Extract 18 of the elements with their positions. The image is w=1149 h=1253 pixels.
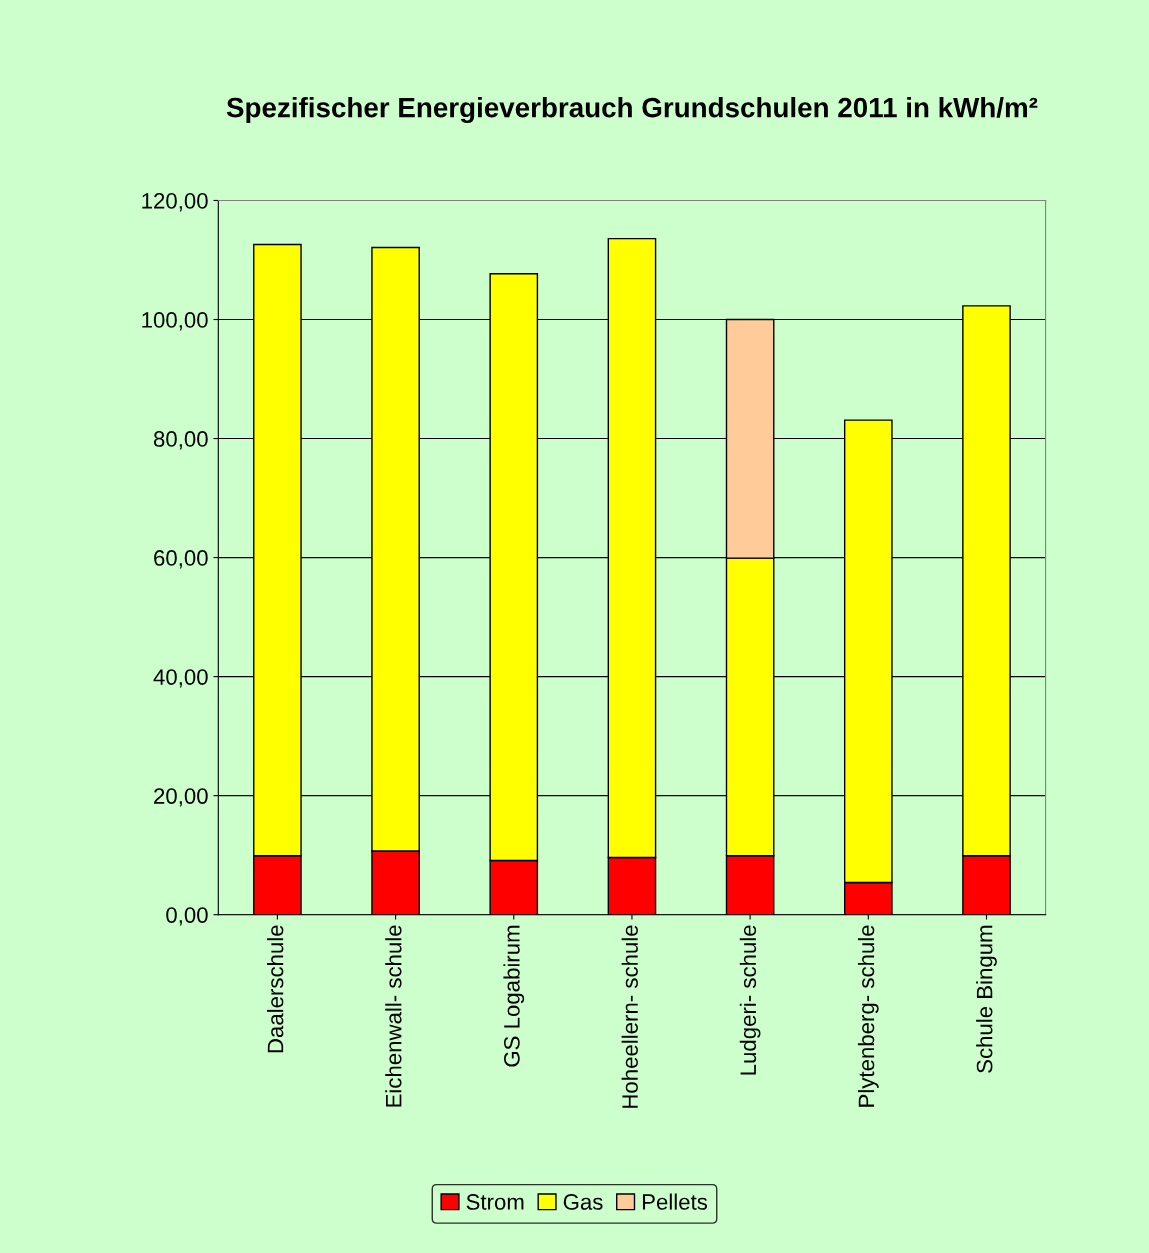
x-tick-label: Daalerschule xyxy=(267,925,284,1053)
x-tick-label: Eichenwall- schule xyxy=(385,925,402,1107)
legend-label: Strom xyxy=(466,1194,524,1210)
y-tick-label: 120,00 xyxy=(142,193,208,212)
legend-label: Gas xyxy=(563,1194,603,1210)
y-tick-label: 80,00 xyxy=(153,431,208,450)
x-tick-label: GS Logabirum xyxy=(503,925,525,1067)
legend-label: Pellets xyxy=(642,1193,708,1210)
x-tick-label: Plytenberg- schule xyxy=(857,925,879,1107)
y-tick-label: 0,00 xyxy=(166,907,208,926)
x-tick-label: Ludgeri- schule xyxy=(739,925,761,1075)
y-tick-label: 20,00 xyxy=(154,788,208,807)
chart-title: Spezifischer Energieverbrauch Grundschulen 2011 in kWh/m² xyxy=(226,97,1038,124)
x-tick-label: Schule Bingum xyxy=(976,925,997,1073)
y-tick-label: 60,00 xyxy=(154,550,208,569)
x-tick-label: Hoheellern- schule xyxy=(621,925,638,1108)
y-tick-label: 100,00 xyxy=(142,312,208,331)
y-tick-label: 40,00 xyxy=(153,669,208,688)
